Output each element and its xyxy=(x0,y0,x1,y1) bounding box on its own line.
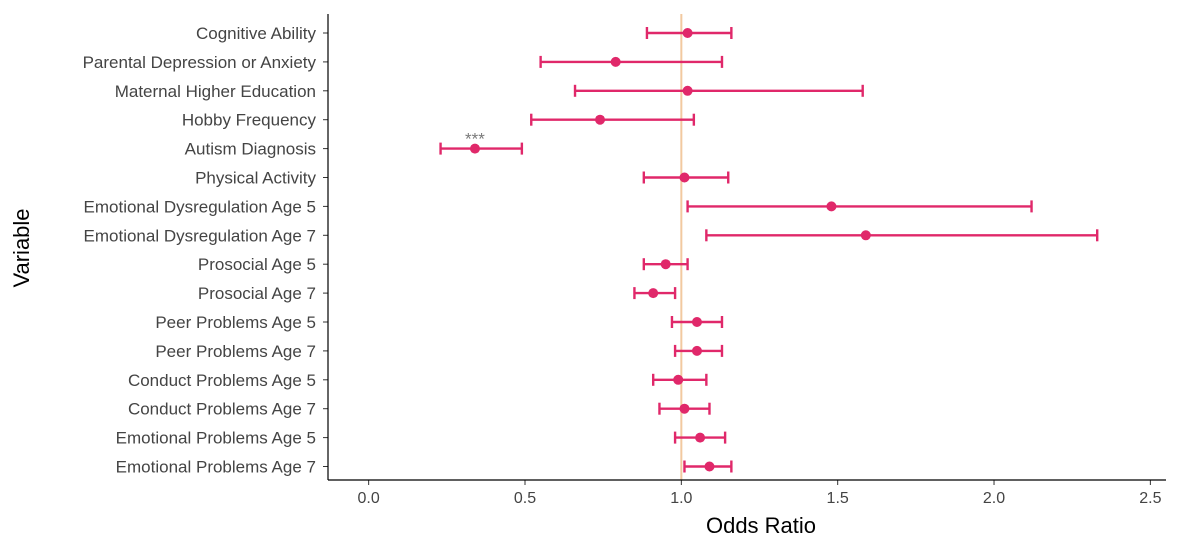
odds-ratio-point xyxy=(610,56,621,67)
x-tick-label: 0.5 xyxy=(514,490,536,507)
odds-ratio-point xyxy=(826,201,837,212)
y-tick-label: Emotional Problems Age 5 xyxy=(116,429,316,448)
odds-ratio-point xyxy=(595,114,606,125)
x-tick-label: 2.0 xyxy=(983,490,1005,507)
y-tick-label: Prosocial Age 7 xyxy=(198,284,316,303)
odds-ratio-point xyxy=(469,143,480,154)
y-tick-label: Autism Diagnosis xyxy=(185,140,316,159)
x-ticks-layer: 0.0 0.5 1.0 1.5 2.0 2.5 xyxy=(358,480,1162,507)
odds-ratio-point xyxy=(860,230,871,241)
x-tick-label: 0.0 xyxy=(358,490,380,507)
y-tick-label: Hobby Frequency xyxy=(182,111,317,130)
y-tick-labels-layer: Cognitive Ability Parental Depression or … xyxy=(83,24,317,477)
odds-ratio-point xyxy=(682,85,693,96)
x-tick-label: 2.5 xyxy=(1139,490,1161,507)
significance-annotation: *** xyxy=(465,130,485,149)
error-bar xyxy=(539,55,724,68)
y-tick-label: Conduct Problems Age 5 xyxy=(128,371,316,390)
odds-ratio-point xyxy=(660,259,671,270)
y-tick-label: Physical Activity xyxy=(195,169,316,188)
odds-ratio-point xyxy=(704,461,715,472)
odds-ratio-point xyxy=(673,374,684,385)
error-bar xyxy=(439,142,524,155)
error-bar xyxy=(573,84,864,97)
y-tick-label: Parental Depression or Anxiety xyxy=(83,53,317,72)
y-tick-label: Conduct Problems Age 7 xyxy=(128,400,316,419)
odds-ratio-point xyxy=(682,28,693,38)
error-bars-layer xyxy=(439,27,1099,473)
odds-ratio-point xyxy=(648,288,659,299)
annotations-layer: *** xyxy=(465,130,485,149)
y-tick-label: Maternal Higher Education xyxy=(115,82,316,101)
odds-ratio-point xyxy=(679,403,690,414)
y-tick-label: Peer Problems Age 5 xyxy=(155,313,316,332)
y-tick-label: Emotional Dysregulation Age 5 xyxy=(84,197,316,216)
error-bar xyxy=(530,113,696,126)
error-bar xyxy=(686,200,1033,213)
odds-ratio-point xyxy=(695,432,706,443)
y-axis-title: Variable xyxy=(9,208,34,287)
odds-ratio-point xyxy=(679,172,690,183)
y-tick-label: Emotional Dysregulation Age 7 xyxy=(84,226,316,245)
y-ticks-layer xyxy=(323,32,328,467)
y-tick-label: Peer Problems Age 7 xyxy=(155,342,316,361)
y-tick-label: Prosocial Age 5 xyxy=(198,255,316,274)
y-tick-label: Cognitive Ability xyxy=(196,24,317,43)
x-tick-label: 1.5 xyxy=(827,490,849,507)
x-tick-label: 1.0 xyxy=(670,490,692,507)
points-layer xyxy=(469,28,871,472)
error-bar xyxy=(705,229,1099,242)
x-axis-title: Odds Ratio xyxy=(706,513,816,538)
odds-ratio-point xyxy=(691,345,702,356)
odds-ratio-point xyxy=(691,317,702,327)
y-tick-label: Emotional Problems Age 7 xyxy=(116,458,316,477)
